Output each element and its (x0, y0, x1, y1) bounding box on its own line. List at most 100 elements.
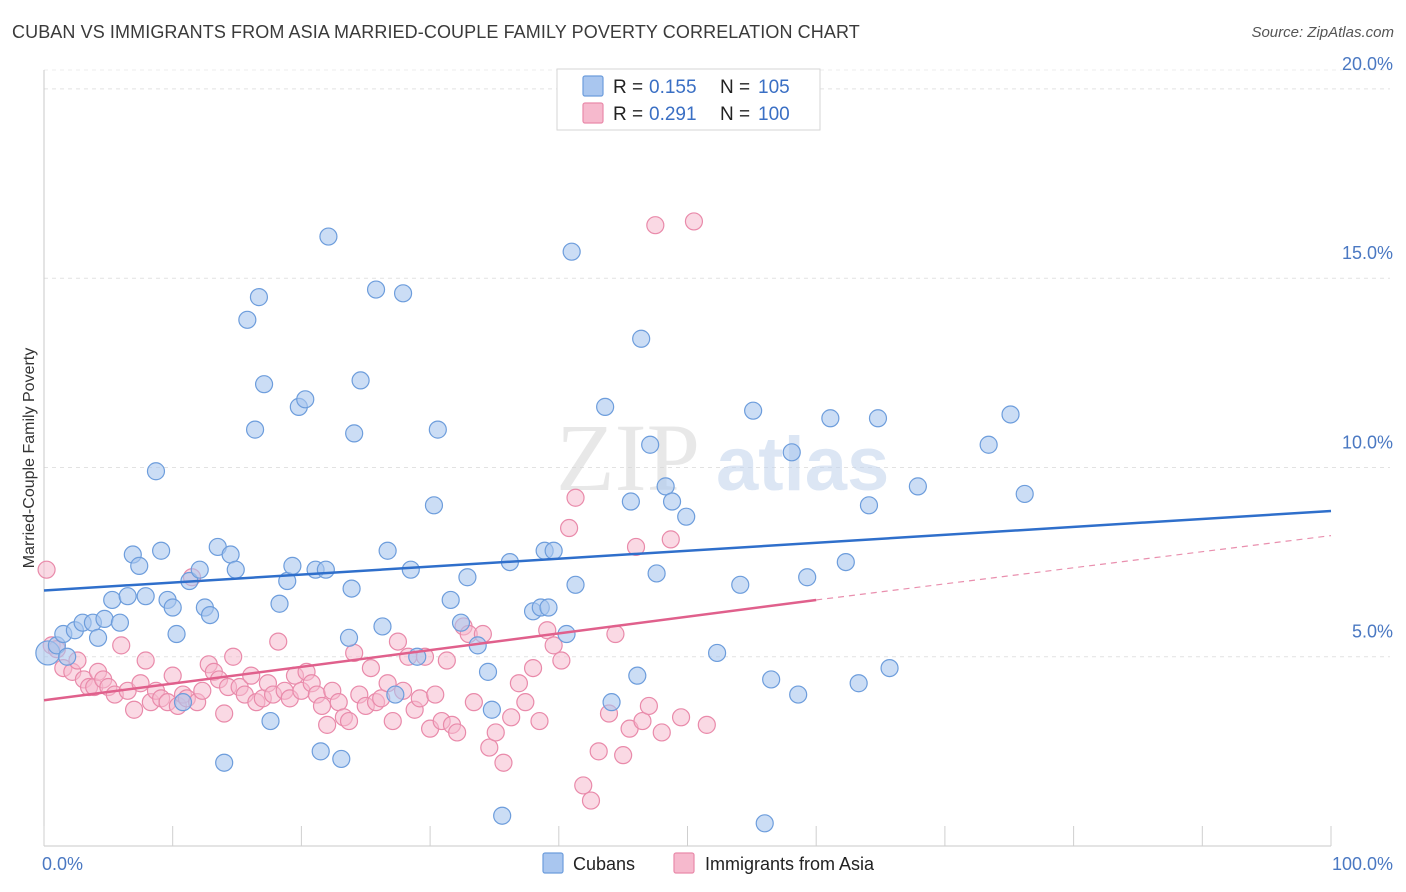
point-cubans-99 (1001, 405, 1020, 424)
source-label: Source: ZipAtlas.com (1251, 24, 1394, 41)
y-tick-label-0: 5.0% (1352, 622, 1393, 642)
legend-r-value-1: 0.155 (649, 77, 697, 98)
point-cubans-57 (441, 590, 460, 610)
point-cubans-33 (261, 711, 280, 731)
y-tick-labels: 5.0% 10.0% 15.0% 20.0% (1342, 54, 1393, 642)
point-cubans-44 (339, 628, 359, 647)
point-asia-85 (516, 693, 535, 712)
point-asia-90 (552, 651, 571, 670)
point-cubans-73 (596, 397, 615, 416)
point-asia-71 (426, 685, 445, 704)
point-cubans-27 (221, 545, 240, 564)
point-asia-95 (589, 742, 608, 761)
point-cubans-7 (88, 628, 108, 647)
legend-r-label-2: R = (613, 104, 643, 125)
legend-n-label-1: N = (720, 77, 750, 98)
point-asia-103 (646, 216, 665, 235)
point-cubans-80 (656, 477, 675, 496)
point-asia-86 (523, 658, 543, 678)
point-asia-93 (574, 776, 593, 795)
point-asia-63 (383, 711, 402, 731)
point-asia-98 (614, 746, 633, 765)
x-tick-labels: 0.0% 100.0% (42, 854, 1393, 874)
point-cubans-15 (146, 462, 166, 481)
point-cubans-68 (539, 598, 558, 617)
point-asia-68 (410, 689, 429, 708)
point-asia-94 (581, 791, 601, 810)
y-tick-label-1: 10.0% (1342, 432, 1393, 452)
point-asia-78 (464, 693, 483, 712)
point-cubans-83 (708, 643, 727, 663)
point-cubans-96 (880, 658, 899, 678)
point-asia-84 (509, 674, 529, 693)
bottom-legend-cubans: Cubans (573, 854, 635, 874)
point-asia-42 (269, 632, 288, 651)
point-cubans-88 (782, 443, 801, 462)
chart-title: CUBAN VS IMMIGRANTS FROM ASIA MARRIED-CO… (12, 22, 860, 42)
bottom-legend: Cubans Immigrants from Asia (542, 852, 875, 874)
point-cubans-93 (849, 674, 868, 693)
point-cubans-36 (283, 556, 302, 575)
point-asia-28 (193, 681, 212, 700)
point-asia-55 (339, 711, 359, 731)
point-asia-51 (318, 715, 337, 734)
trend-line-asia (43, 598, 817, 702)
point-cubans-62 (482, 700, 501, 719)
point-cubans-95 (868, 409, 888, 428)
point-cubans-11 (118, 587, 137, 606)
point-cubans-89 (789, 685, 808, 704)
point-cubans-77 (632, 329, 651, 348)
point-asia-100 (626, 537, 646, 557)
point-cubans-97 (908, 477, 927, 496)
x-tick-label-1: 100.0% (1332, 854, 1393, 874)
point-asia-91 (559, 518, 579, 538)
point-cubans-72 (566, 575, 585, 594)
point-asia-37 (242, 666, 261, 685)
point-cubans-52 (393, 284, 413, 303)
point-cubans-76 (628, 666, 647, 685)
point-cubans-46 (345, 424, 364, 443)
point-asia-59 (361, 658, 380, 678)
point-asia-89 (544, 636, 563, 655)
trend-lines (43, 509, 1332, 702)
legend-swatch-cubans (582, 75, 604, 97)
point-cubans-8 (95, 609, 114, 628)
legend-n-value-2: 100 (758, 104, 790, 125)
point-cubans-84 (731, 575, 750, 594)
point-cubans-47 (351, 371, 370, 390)
point-cubans-14 (136, 587, 155, 606)
point-cubans-42 (319, 227, 338, 246)
point-cubans-61 (478, 662, 498, 681)
point-asia-106 (671, 708, 691, 727)
point-asia-0 (37, 560, 56, 579)
point-asia-50 (312, 696, 332, 716)
point-asia-105 (661, 530, 680, 549)
point-cubans-16 (152, 541, 171, 560)
point-cubans-34 (270, 594, 289, 613)
point-cubans-18 (163, 598, 182, 617)
point-cubans-98 (979, 435, 998, 454)
point-cubans-32 (254, 375, 274, 394)
legend-r-label-1: R = (613, 77, 643, 98)
point-cubans-53 (401, 560, 420, 579)
point-asia-75 (448, 723, 467, 742)
point-cubans-91 (821, 409, 840, 428)
legend-r-value-2: 0.291 (649, 104, 697, 125)
point-cubans-87 (762, 670, 781, 689)
point-asia-87 (530, 711, 549, 731)
point-cubans-81 (662, 492, 682, 511)
point-cubans-10 (110, 613, 130, 632)
point-cubans-79 (647, 564, 666, 583)
point-cubans-82 (677, 507, 696, 526)
point-cubans-100 (1015, 484, 1034, 504)
y-axis-label: Married-Couple Family Poverty (21, 348, 38, 569)
point-cubans-92 (836, 552, 855, 572)
point-cubans-31 (249, 288, 269, 307)
point-cubans-13 (130, 556, 149, 575)
point-cubans-48 (366, 280, 386, 299)
point-cubans-63 (493, 806, 512, 825)
legend-n-value-1: 105 (758, 77, 790, 98)
bottom-legend-swatch-cubans (542, 852, 564, 874)
trend-line-asia-extension (816, 535, 1332, 601)
